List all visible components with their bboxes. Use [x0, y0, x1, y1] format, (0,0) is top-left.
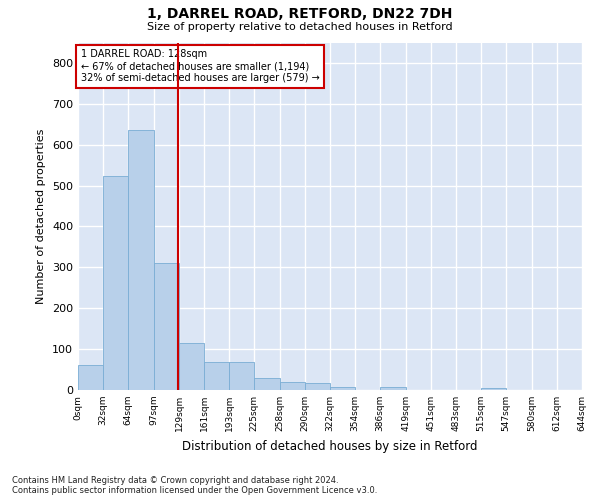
Bar: [280, 382, 305, 390]
Y-axis label: Number of detached properties: Number of detached properties: [37, 128, 46, 304]
Text: Size of property relative to detached houses in Retford: Size of property relative to detached ho…: [147, 22, 453, 32]
Text: 1, DARREL ROAD, RETFORD, DN22 7DH: 1, DARREL ROAD, RETFORD, DN22 7DH: [148, 8, 452, 22]
Text: 1 DARREL ROAD: 128sqm
← 67% of detached houses are smaller (1,194)
32% of semi-d: 1 DARREL ROAD: 128sqm ← 67% of detached …: [80, 50, 319, 82]
Bar: [204, 362, 229, 390]
Bar: [380, 386, 406, 390]
Bar: [154, 263, 179, 390]
Bar: [179, 342, 204, 390]
Bar: [78, 364, 103, 390]
Bar: [128, 130, 154, 390]
Bar: [481, 388, 506, 390]
Bar: [305, 382, 330, 390]
Text: Contains HM Land Registry data © Crown copyright and database right 2024.
Contai: Contains HM Land Registry data © Crown c…: [12, 476, 377, 495]
Bar: [103, 176, 128, 390]
Bar: [229, 362, 254, 390]
X-axis label: Distribution of detached houses by size in Retford: Distribution of detached houses by size …: [182, 440, 478, 452]
Bar: [254, 378, 280, 390]
Bar: [330, 386, 355, 390]
